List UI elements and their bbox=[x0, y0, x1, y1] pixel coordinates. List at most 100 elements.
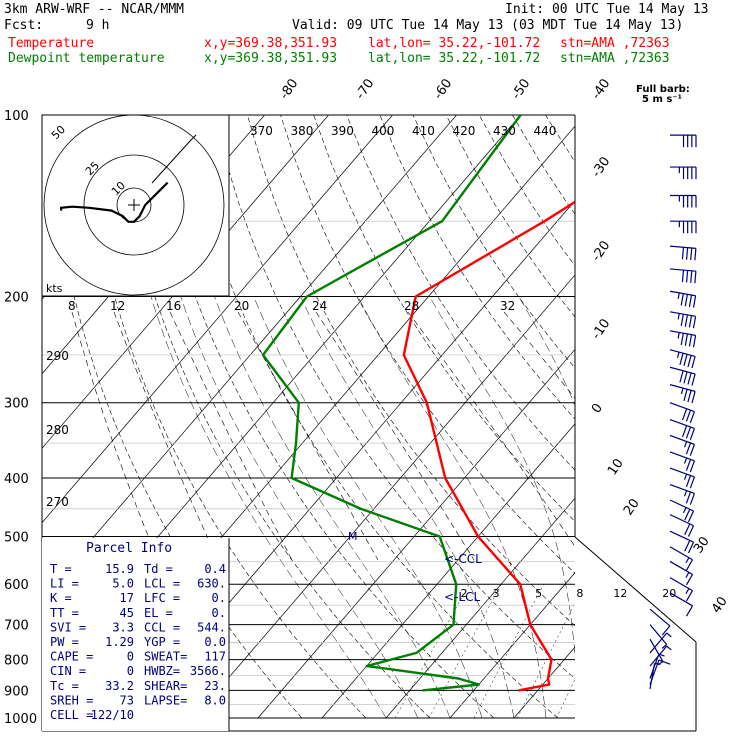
wind-barb-flag bbox=[685, 574, 694, 586]
dry-adiabat bbox=[346, 115, 575, 471]
wind-barb-half-flag bbox=[683, 441, 688, 448]
wind-barb-staff bbox=[669, 577, 693, 592]
wind-barb bbox=[669, 451, 695, 473]
dewpoint-latlon: lat,lon= 35.22,-101.72 bbox=[368, 51, 541, 66]
dry-adiabat bbox=[512, 115, 575, 215]
wind-barb-half-flag bbox=[666, 632, 672, 638]
mixing-ratio-label: 5 bbox=[535, 587, 542, 600]
hodograph-trace bbox=[60, 181, 169, 223]
parcel-field-label: CELL = bbox=[50, 708, 93, 722]
pressure-label: 200 bbox=[4, 291, 29, 306]
dry-adiabat bbox=[579, 115, 740, 718]
wind-barb-flag bbox=[681, 408, 688, 421]
theta-label: 400 bbox=[372, 124, 395, 138]
wind-barb-flag bbox=[684, 314, 689, 327]
theta-label: 440 bbox=[534, 124, 557, 138]
parcel-field-label: SHEAR= bbox=[144, 679, 187, 693]
wind-barb-flag bbox=[687, 372, 692, 385]
wind-barb-flag bbox=[661, 625, 671, 636]
wind-barb-flag bbox=[680, 333, 684, 346]
wind-barb-half-flag bbox=[685, 588, 690, 595]
wind-barb-half-flag bbox=[685, 572, 690, 578]
parcel-field-label: TT = bbox=[50, 606, 79, 620]
wind-barb-flag bbox=[691, 356, 696, 369]
wind-barb-half-flag bbox=[682, 507, 687, 514]
wind-barb-flag bbox=[694, 271, 697, 284]
parcel-field-label: SREH = bbox=[50, 693, 93, 707]
wind-speed-label: 8 bbox=[68, 299, 76, 313]
wind-speed-label: 32 bbox=[500, 299, 515, 313]
wind-barb-flag bbox=[679, 353, 684, 365]
wind-speed-curve bbox=[315, 311, 475, 561]
mixing-ratio-line bbox=[556, 678, 575, 719]
wind-barb-flag bbox=[690, 247, 693, 261]
wind-barb-half-flag bbox=[677, 332, 680, 339]
wind-barb-flag bbox=[684, 523, 691, 536]
temperature-legend: Temperature bbox=[8, 36, 95, 51]
parcel-field-value: 117 bbox=[204, 650, 226, 664]
wind-barb-flag bbox=[689, 493, 695, 505]
wind-speed-curve bbox=[169, 311, 293, 561]
wind-barb-flag bbox=[689, 476, 695, 489]
isotherm-label: -20 bbox=[589, 238, 613, 264]
wind-barb-staff bbox=[669, 499, 694, 512]
wind-barb-flag bbox=[689, 428, 695, 440]
theta-label: 270 bbox=[46, 495, 69, 509]
parcel-field-value: 0 bbox=[127, 664, 134, 678]
wind-barb-staff bbox=[649, 608, 671, 627]
wind-barb bbox=[669, 530, 695, 554]
wind-barb-staff bbox=[649, 663, 656, 690]
wind-barb-flag bbox=[685, 247, 689, 260]
wind-barb-staff bbox=[669, 546, 693, 561]
dry-adiabat bbox=[711, 115, 740, 718]
wind-speed-label: 24 bbox=[312, 299, 327, 313]
pressure-label: 100 bbox=[4, 109, 29, 124]
wind-barb-half-flag bbox=[683, 457, 688, 464]
wind-speed-label: 28 bbox=[404, 299, 419, 313]
wind-barb-flag bbox=[685, 590, 694, 602]
parcel-field-value: 33.2 bbox=[105, 679, 134, 693]
wind-barb-half-flag bbox=[683, 490, 688, 497]
mixing-ratio-label: 8 bbox=[576, 587, 583, 600]
temperature-xy: x,y=369.38,351.93 bbox=[204, 36, 338, 51]
dewpoint-profile bbox=[261, 115, 522, 692]
wind-barb-flag bbox=[687, 390, 692, 403]
wind-barb-staff bbox=[669, 419, 695, 430]
wind-barb bbox=[669, 577, 694, 602]
wind-speed-label: 20 bbox=[234, 299, 249, 313]
wind-barbs bbox=[649, 134, 697, 690]
isotherm bbox=[449, 572, 575, 719]
parcel-field-value: 3566. bbox=[190, 664, 226, 678]
wind-barb-staff bbox=[669, 434, 695, 445]
isotherm bbox=[321, 423, 575, 719]
parcel-field-label: HWBZ= bbox=[144, 664, 180, 678]
parcel-field-value: 23. bbox=[204, 679, 226, 693]
parcel-field-label: LI = bbox=[50, 577, 79, 591]
theta-label: 430 bbox=[493, 124, 516, 138]
wind-barb-half-flag bbox=[685, 557, 690, 564]
wind-barb-flag bbox=[685, 475, 692, 487]
parcel-field-value: 122/10 bbox=[91, 708, 134, 722]
init-time: Init: 00 UTC Tue 14 May 13 bbox=[505, 2, 709, 17]
isotherm bbox=[578, 115, 740, 718]
wind-speed-curve bbox=[71, 311, 159, 561]
wind-speed-curve bbox=[113, 311, 219, 561]
parcel-field-value: 45 bbox=[120, 606, 134, 620]
parcel-field-value: 0. bbox=[212, 591, 226, 605]
wind-barb bbox=[669, 434, 695, 456]
parcel-field-value: 5.0 bbox=[112, 577, 134, 591]
wind-barb bbox=[670, 220, 697, 234]
parcel-field-label: CIN = bbox=[50, 664, 86, 678]
parcel-box-bg bbox=[42, 538, 229, 731]
parcel-field-label: CAPE = bbox=[50, 650, 93, 664]
wind-barb bbox=[670, 194, 697, 208]
parcel-field-label: EL = bbox=[144, 606, 173, 620]
pressure-label: 800 bbox=[4, 654, 29, 669]
wind-barb-flag bbox=[692, 295, 697, 308]
wind-barb bbox=[649, 662, 661, 690]
wind-barb-flag bbox=[688, 334, 693, 347]
parcel-field-value: 0 bbox=[127, 650, 134, 664]
wind-barb-flag bbox=[687, 510, 695, 523]
